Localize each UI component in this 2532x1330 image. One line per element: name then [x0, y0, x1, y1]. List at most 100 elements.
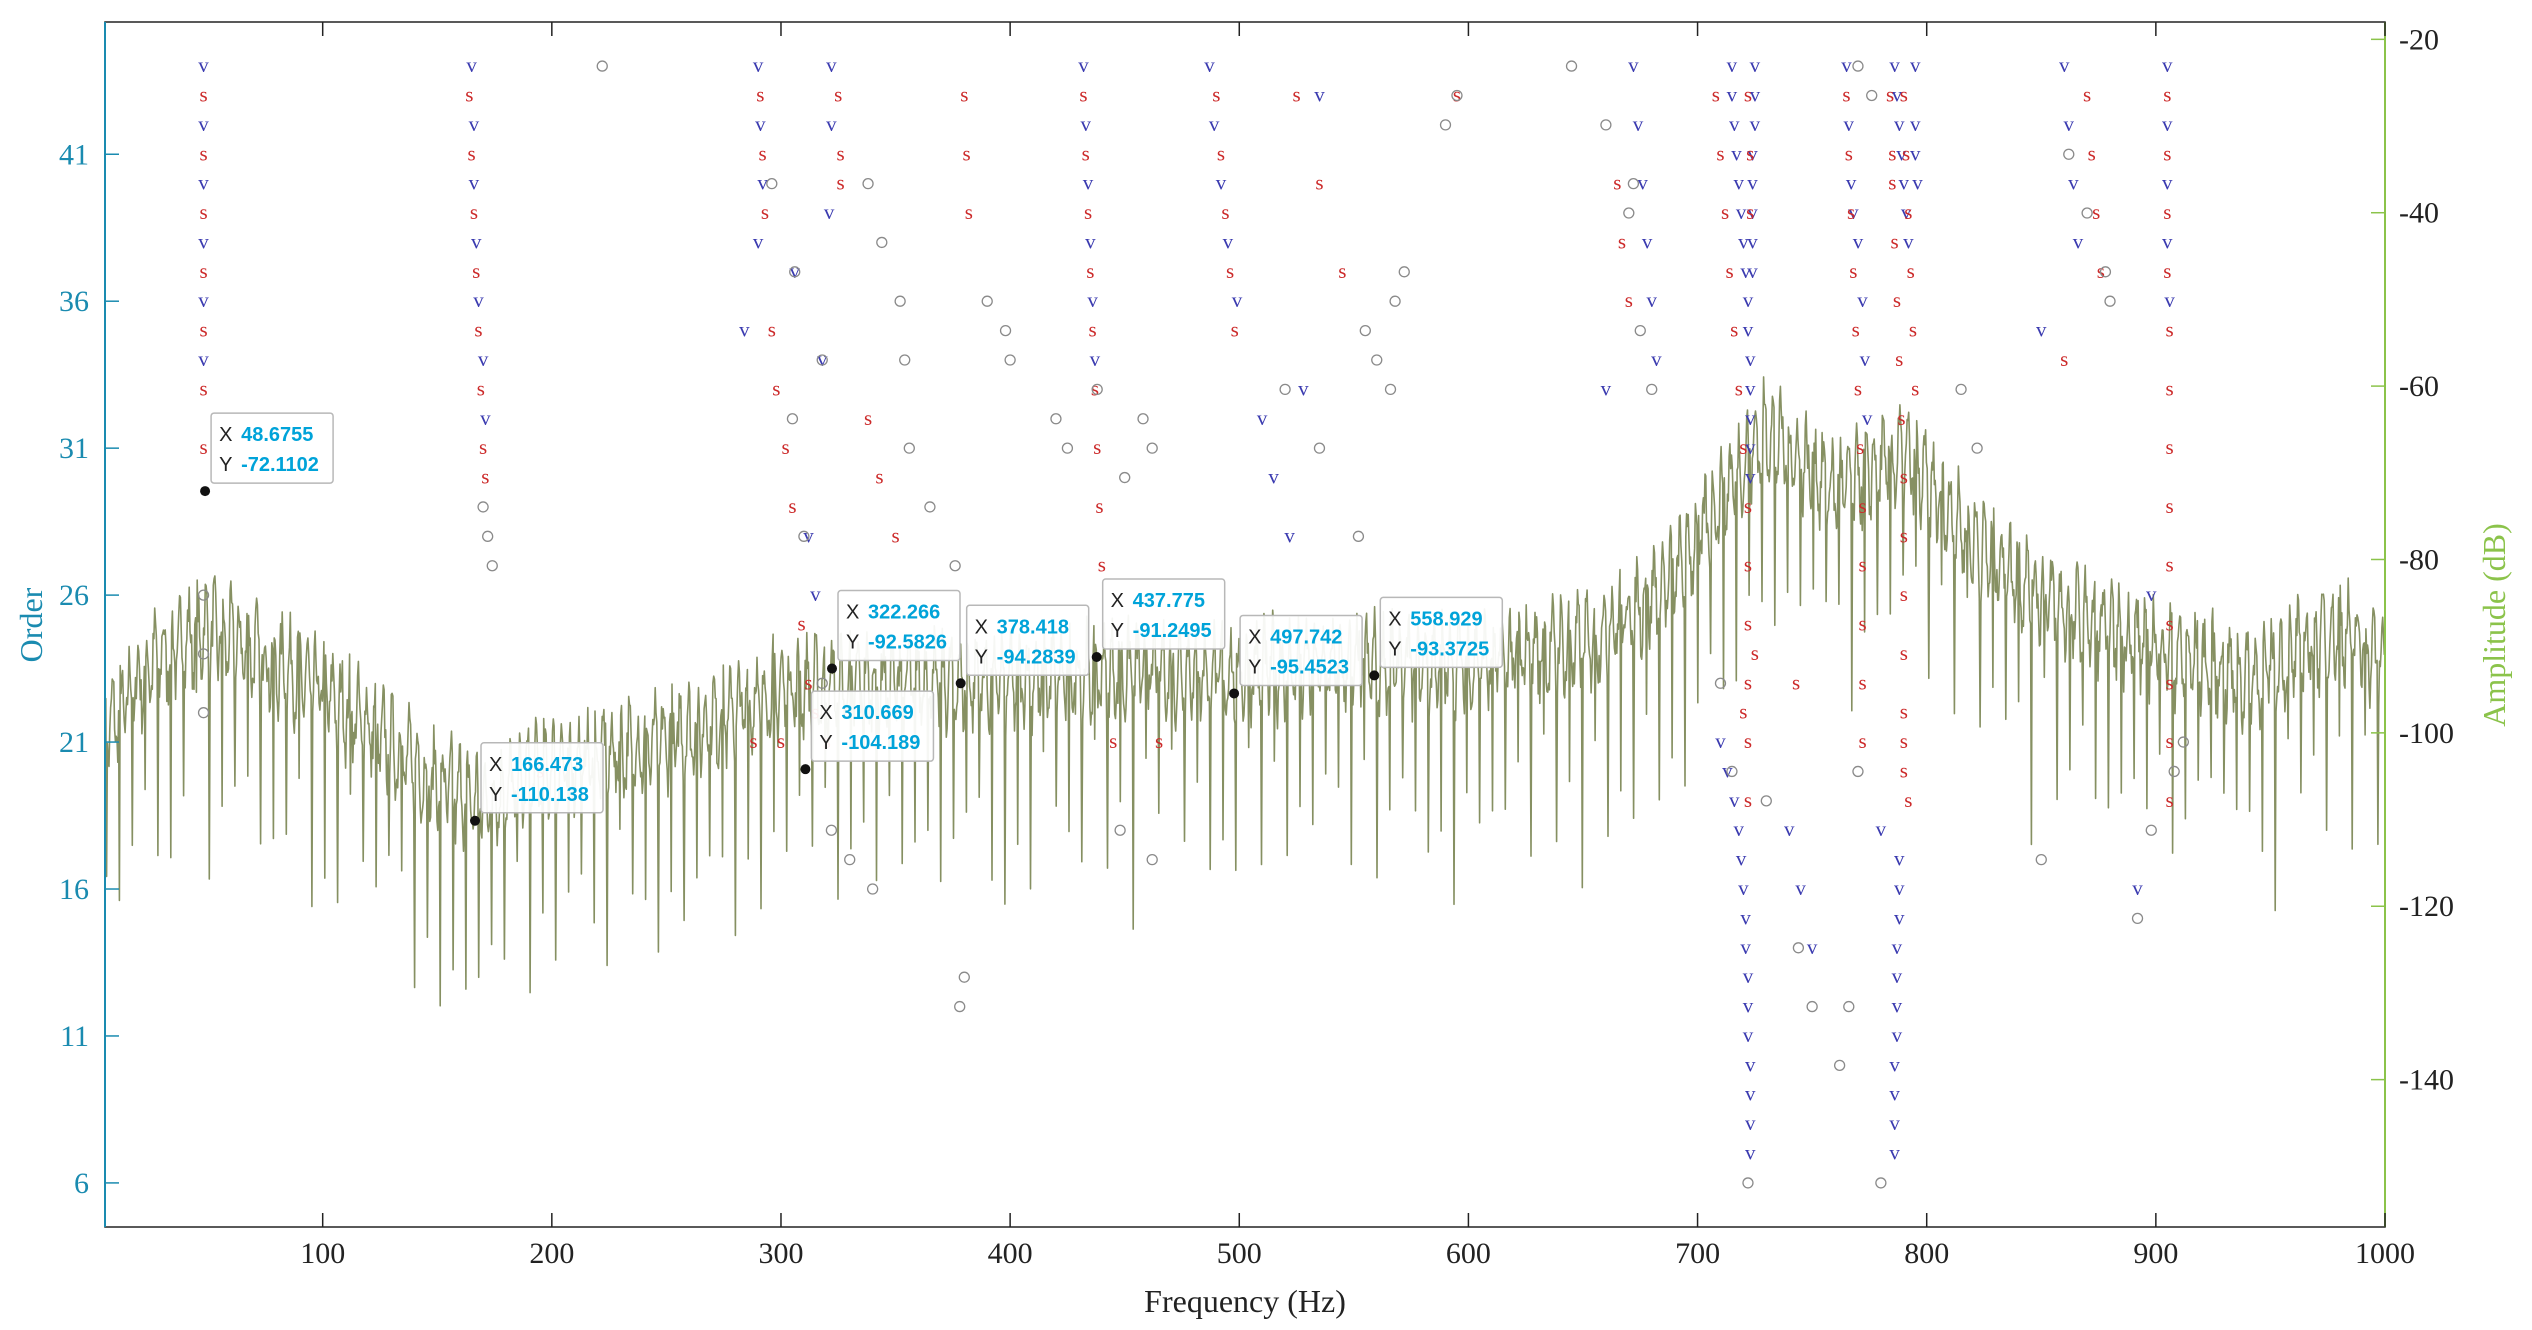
marker-s: s	[864, 406, 872, 430]
datatip-x-label: X	[1388, 608, 1401, 630]
marker-v: v	[1743, 288, 1754, 312]
marker-s: s	[1744, 788, 1752, 812]
datatip-x-label: X	[1111, 590, 1124, 612]
marker-v: v	[1740, 259, 1751, 283]
marker-s: s	[836, 171, 844, 195]
marker-o	[1742, 1177, 1754, 1189]
marker-s: s	[772, 376, 780, 400]
marker-s: s	[1904, 200, 1912, 224]
marker-v: v	[473, 288, 484, 312]
datatip-y-value: -93.3725	[1410, 638, 1489, 660]
marker-v: v	[1747, 171, 1758, 195]
marker-s: s	[1726, 259, 1734, 283]
datatip-x-label: X	[489, 754, 502, 776]
marker-v: v	[1727, 82, 1738, 106]
marker-o	[789, 266, 801, 278]
marker-s: s	[1893, 288, 1901, 312]
marker-s: s	[1086, 259, 1094, 283]
marker-o	[866, 883, 879, 895]
marker-v: v	[826, 53, 837, 77]
marker-s: s	[1292, 82, 1300, 106]
marker-v: v	[1216, 171, 1227, 195]
marker-s: s	[788, 494, 796, 518]
marker-o	[477, 501, 489, 513]
marker-s: s	[1900, 465, 1908, 489]
datatip-y-label: Y	[1248, 656, 1261, 678]
marker-o	[486, 560, 498, 572]
marker-s: s	[1735, 376, 1743, 400]
marker-v: v	[2164, 288, 2175, 312]
marker-v: v	[1743, 318, 1754, 342]
datatip-x-label: X	[846, 602, 859, 624]
datatip-box	[1379, 596, 1504, 669]
x-tick-label: 100	[300, 1237, 345, 1270]
marker-o	[1279, 383, 1291, 396]
marker-v: v	[1912, 171, 1923, 195]
marker-s: s	[1221, 200, 1229, 224]
datatip: X 558.929 Y -93.3725	[1369, 596, 1504, 681]
marker-v: v	[1223, 229, 1234, 253]
marker-v: v	[1899, 171, 1910, 195]
marker-s: s	[1625, 288, 1633, 312]
marker-s: s	[2166, 670, 2174, 694]
marker-o	[1852, 765, 1864, 778]
marker-s: s	[834, 82, 842, 106]
marker-v: v	[1633, 112, 1644, 136]
marker-s: s	[479, 435, 487, 459]
marker-s: s	[1842, 82, 1850, 106]
marker-s: s	[2092, 200, 2100, 224]
marker-v: v	[198, 229, 209, 253]
marker-s: s	[1744, 494, 1752, 518]
marker-v: v	[1651, 347, 1662, 371]
marker-v: v	[1892, 994, 1903, 1018]
marker-s: s	[1716, 141, 1724, 165]
datatip-box	[837, 589, 961, 662]
marker-s: s	[1613, 171, 1621, 195]
datatip: X 437.775 Y -91.2495	[1091, 578, 1226, 663]
marker-o	[1359, 324, 1371, 337]
datatip-point	[200, 486, 211, 497]
marker-s: s	[1744, 553, 1752, 577]
marker-v: v	[1232, 288, 1243, 312]
marker-v: v	[471, 229, 482, 253]
left-y-tick-label: 6	[74, 1167, 89, 1200]
marker-v: v	[1750, 82, 1761, 106]
marker-s: s	[1904, 788, 1912, 812]
marker-o	[876, 236, 888, 249]
marker-s: s	[836, 141, 844, 165]
marker-s: s	[199, 200, 207, 224]
marker-v: v	[1889, 1141, 1900, 1165]
marker-s: s	[1845, 141, 1853, 165]
marker-v: v	[1745, 1111, 1756, 1135]
marker-v: v	[1745, 465, 1756, 489]
marker-v: v	[1853, 229, 1864, 253]
marker-s: s	[1721, 200, 1729, 224]
datatip-y-label: Y	[975, 646, 988, 668]
datatip: X 166.473 Y -110.138	[470, 742, 604, 826]
marker-o	[1451, 89, 1463, 102]
marker-s: s	[199, 82, 207, 106]
marker-s: s	[756, 82, 764, 106]
marker-o	[2099, 266, 2112, 278]
datatip-y-label: Y	[489, 784, 502, 806]
datatip-point	[470, 815, 481, 826]
marker-v: v	[826, 112, 837, 136]
marker-s: s	[1744, 82, 1752, 106]
marker-v: v	[1747, 141, 1758, 165]
marker-s: s	[1744, 729, 1752, 753]
left-y-axis-title: Order	[13, 587, 49, 662]
marker-s: s	[2060, 347, 2068, 371]
marker-o	[1091, 383, 1103, 396]
datatip-box	[1239, 614, 1363, 687]
marker-v: v	[1637, 171, 1648, 195]
datatip-y-value: -91.2495	[1133, 620, 1212, 642]
marker-o	[197, 648, 210, 660]
marker-s: s	[798, 612, 806, 636]
marker-v: v	[198, 53, 209, 77]
marker-o	[1971, 442, 1983, 454]
datatip-y-value: -92.5826	[868, 632, 947, 654]
marker-o	[844, 853, 856, 866]
right-y-tick-label: -140	[2399, 1064, 2454, 1097]
marker-o	[1114, 824, 1126, 836]
marker-v: v	[1747, 200, 1758, 224]
